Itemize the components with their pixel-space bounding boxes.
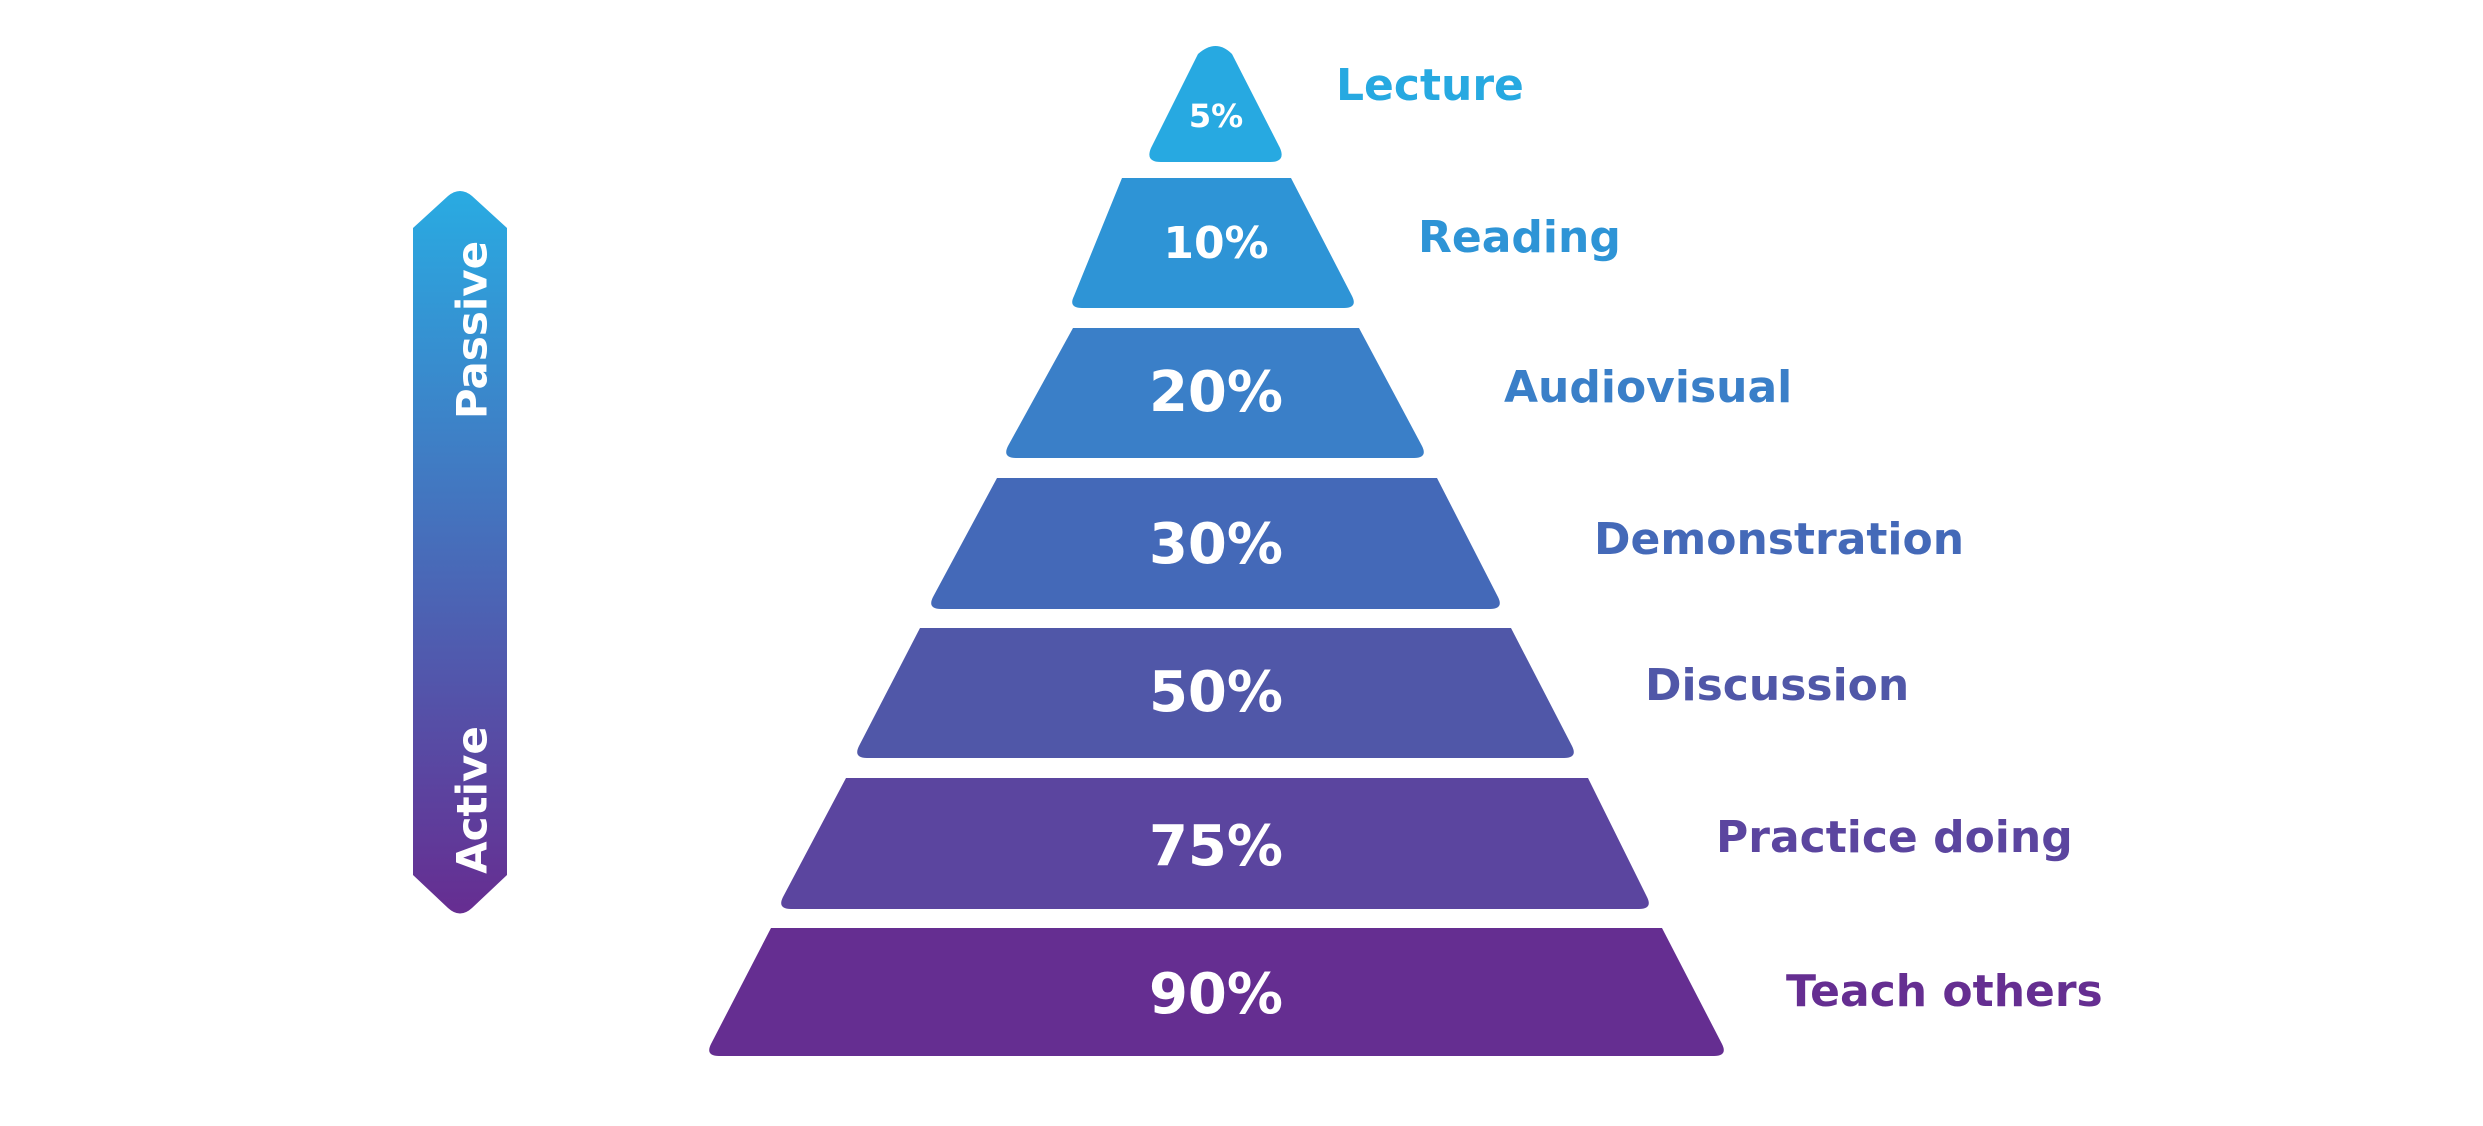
level-label: Discussion — [1645, 660, 1909, 711]
level-label: Audiovisual — [1504, 362, 1792, 413]
axis-label-passive: Passive — [448, 241, 497, 419]
level-label: Practice doing — [1716, 812, 2073, 863]
axis-label-active: Active — [448, 726, 497, 874]
percent-label: 5% — [1189, 97, 1243, 135]
percent-label: 50% — [1149, 660, 1283, 725]
percent-label: 90% — [1149, 962, 1283, 1027]
level-label: Demonstration — [1594, 514, 1964, 565]
pyramid-level-reading: 10% Reading — [1072, 178, 1621, 308]
pyramid-level-teach-others: 90% Teach others — [709, 928, 2103, 1056]
pyramid-level-audiovisual: 20% Audiovisual — [1006, 328, 1792, 458]
level-label: Teach others — [1786, 966, 2103, 1017]
percent-label: 30% — [1149, 512, 1283, 577]
pyramid-level-lecture: 5% Lecture — [1149, 46, 1523, 162]
percent-label: 75% — [1149, 814, 1283, 879]
level-label: Lecture — [1336, 60, 1524, 111]
percent-label: 20% — [1149, 360, 1283, 425]
percent-label: 10% — [1163, 218, 1268, 269]
pyramid-level-practice-doing: 75% Practice doing — [781, 778, 2073, 909]
pyramid-level-discussion: 50% Discussion — [857, 628, 1909, 758]
pyramid-level-demonstration: 30% Demonstration — [931, 478, 1964, 609]
level-label: Reading — [1418, 212, 1621, 263]
passive-active-axis: Passive Active — [413, 191, 507, 914]
pyramid: 5% Lecture 10% Reading 20% Audiovisual 3… — [709, 46, 2103, 1056]
